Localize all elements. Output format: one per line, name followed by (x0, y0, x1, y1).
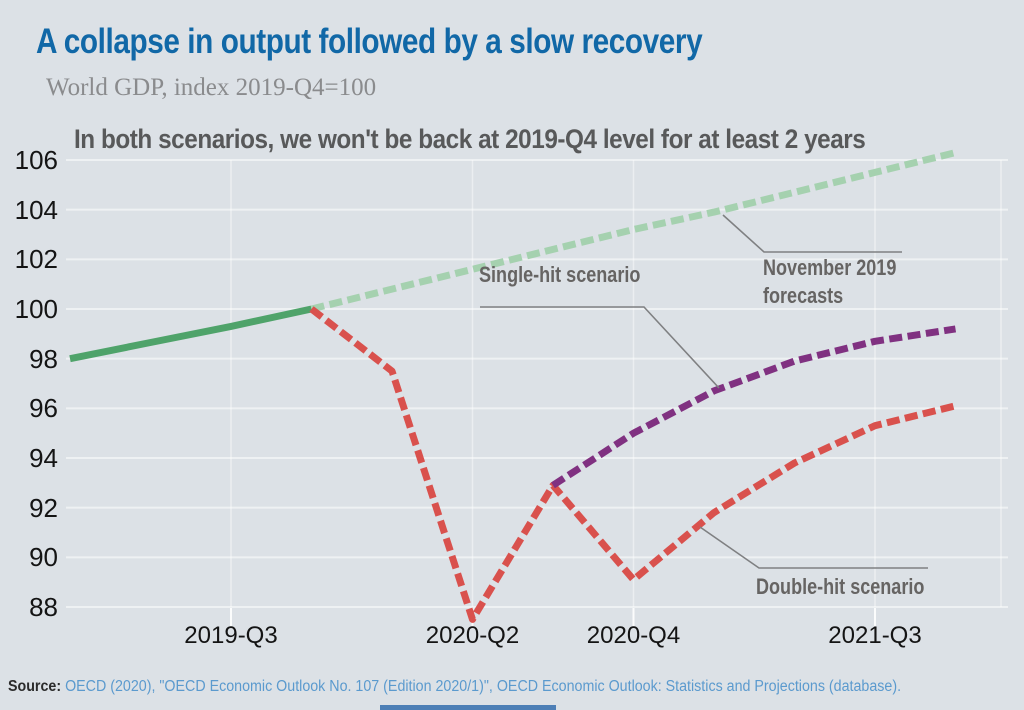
callout-line-november-2019-forecasts (722, 214, 902, 253)
line-actual (69, 305, 313, 363)
chart-annotation: In both scenarios, we won't be back at 2… (74, 124, 866, 154)
callout-line-double-hit-scenario (699, 526, 928, 569)
y-axis-label-96: 96 (29, 393, 58, 424)
line-single-hit-scenario (551, 325, 957, 489)
y-axis-label-106: 106 (14, 145, 58, 175)
y-axis-label-92: 92 (29, 492, 58, 523)
callout-line-single-hit-scenario (480, 306, 720, 389)
clipped-footer-bar (380, 705, 556, 710)
chart-subtitle: World GDP, index 2019-Q4=100 (46, 74, 377, 101)
y-axis-label-88: 88 (29, 591, 58, 622)
callout-label-single-hit-scenario: Single-hit scenario (479, 262, 641, 287)
callout-label-double-hit-scenario: Double-hit scenario (756, 574, 925, 599)
source-citation-text: OECD (2020), "OECD Economic Outlook No. … (65, 678, 902, 695)
y-axis-label-100: 100 (14, 293, 58, 324)
callout-label-november-2019-forecasts: November 2019 forecasts (763, 255, 897, 308)
y-axis-label-104: 104 (14, 194, 58, 225)
line-double-hit-scenario (309, 306, 957, 623)
chart-title: A collapse in output followed by a slow … (36, 22, 703, 61)
x-axis-label-2021-Q3: 2021-Q3 (828, 622, 922, 649)
y-axis-label-94: 94 (29, 442, 58, 473)
x-axis-label-2020-Q2: 2020-Q2 (425, 622, 520, 649)
y-axis-label-98: 98 (29, 343, 58, 374)
x-axis-label-2019-Q3: 2019-Q3 (184, 622, 278, 649)
source-line: Source: OECD (2020), "OECD Economic Outl… (8, 678, 901, 696)
y-axis-label-90: 90 (29, 542, 58, 573)
source-prefix-label: Source: (8, 678, 62, 695)
y-axis-label-102: 102 (14, 244, 58, 275)
x-axis-label-2020-Q4: 2020-Q4 (586, 622, 681, 649)
